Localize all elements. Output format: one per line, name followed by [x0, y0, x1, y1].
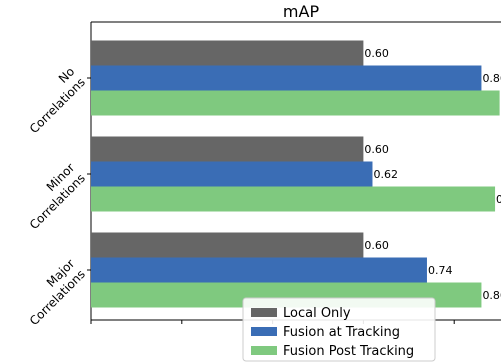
legend-swatch: [251, 327, 277, 336]
bar-fusion-post-tracking: [91, 186, 496, 212]
bar-local-only: [91, 40, 364, 66]
bar-fusion-post-tracking: [91, 90, 500, 116]
bars-group: [91, 40, 500, 308]
bar-value-label: 0.86: [482, 72, 501, 85]
legend-label: Fusion at Tracking: [283, 325, 400, 340]
bar-fusion-at-tracking: [91, 161, 373, 187]
bar-value-label: 0.60: [364, 143, 389, 156]
bar-value-label: 0.89: [496, 193, 501, 206]
legend: Local Only Fusion at Tracking Fusion Post …: [242, 297, 436, 362]
bar-value-label: 0.60: [364, 47, 389, 60]
legend-label: Local Only: [283, 306, 351, 321]
bar-value-label: 0.86: [482, 289, 501, 302]
bar-local-only: [91, 232, 364, 258]
bar-value-label: 0.60: [364, 239, 389, 252]
chart-title: mAP: [283, 2, 320, 21]
bar-local-only: [91, 136, 364, 162]
legend-box: [242, 297, 436, 362]
category-label-line: Correlations: [27, 75, 88, 136]
bar-value-label: 0.74: [428, 264, 453, 277]
bar-value-label: 0.62: [373, 168, 398, 181]
bar-fusion-at-tracking: [91, 65, 482, 91]
legend-swatch: [251, 308, 277, 317]
value-labels-group: 0.600.860.900.600.620.890.600.740.86: [364, 47, 501, 302]
legend-swatch: [251, 346, 277, 355]
bar-fusion-at-tracking: [91, 257, 427, 283]
legend-label: Fusion Post Tracking: [283, 344, 414, 359]
